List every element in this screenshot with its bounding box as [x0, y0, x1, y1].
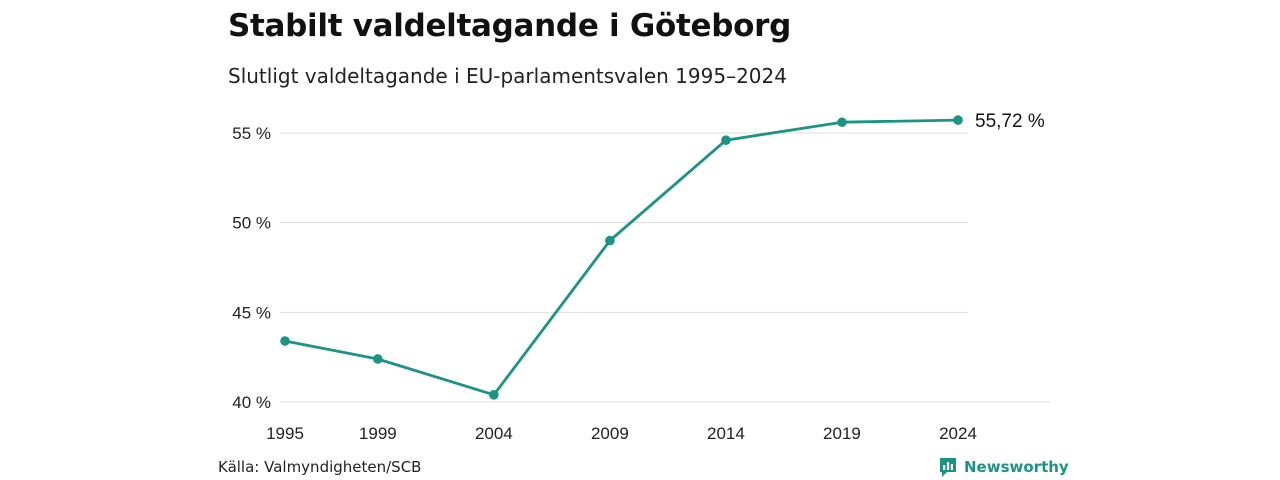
- grid-lines: [280, 132, 1050, 403]
- x-tick-label: 2004: [475, 424, 513, 443]
- x-axis-labels: 1995 1999 2004 2009 2014 2019 2024: [266, 424, 977, 443]
- y-tick-label: 45 %: [232, 303, 271, 322]
- data-points: [280, 115, 963, 400]
- data-point: [280, 336, 290, 346]
- data-point: [373, 354, 383, 364]
- x-tick-label: 2019: [823, 424, 861, 443]
- source-note: Källa: Valmyndigheten/SCB: [218, 458, 422, 476]
- x-tick-label: 2014: [707, 424, 745, 443]
- data-point: [605, 235, 615, 246]
- y-tick-label: 40 %: [232, 393, 271, 412]
- x-tick-label: 2024: [939, 424, 977, 443]
- data-point: [837, 117, 847, 128]
- bar-chart-speech-bubble-icon: [940, 458, 956, 477]
- y-tick-label: 55 %: [232, 124, 271, 143]
- y-axis-labels: 40 % 45 % 50 % 55 %: [232, 124, 271, 412]
- x-tick-label: 1999: [359, 424, 397, 443]
- chart-title: Stabilt valdeltagande i Göteborg: [228, 8, 792, 44]
- chart-subtitle: Slutligt valdeltagande i EU-parlamentsva…: [228, 64, 787, 88]
- brand-logo[interactable]: Newsworthy: [938, 456, 1069, 478]
- x-tick-label: 1995: [266, 424, 304, 443]
- series-line: [284, 118, 959, 397]
- y-tick-label: 50 %: [232, 214, 271, 233]
- brand-name: Newsworthy: [964, 458, 1069, 476]
- x-tick-label: 2009: [591, 424, 629, 443]
- data-point: [721, 135, 731, 145]
- data-point: [489, 390, 499, 400]
- data-point: [953, 115, 963, 125]
- end-value-label: 55,72 %: [975, 111, 1045, 132]
